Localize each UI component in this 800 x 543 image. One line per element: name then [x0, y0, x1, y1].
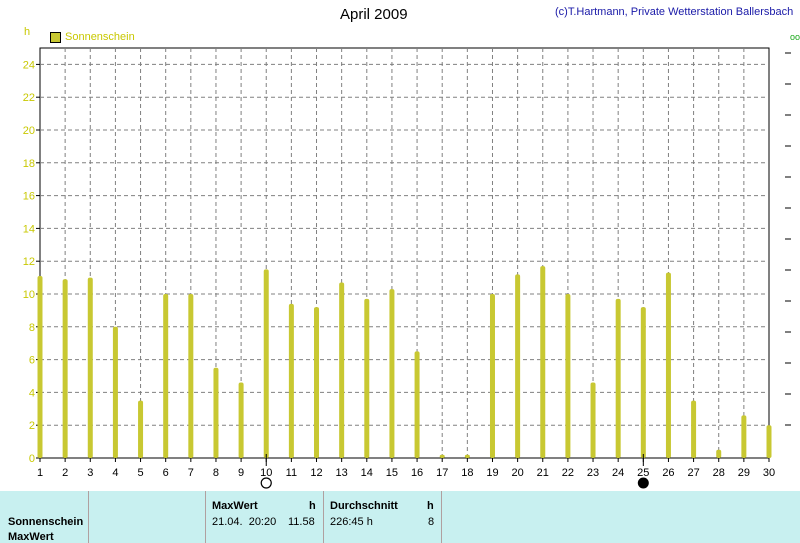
- x-tick-label: 9: [238, 467, 244, 479]
- x-tick-label: 26: [662, 467, 674, 479]
- y-axis-unit: h: [24, 26, 31, 38]
- bar: [389, 289, 395, 458]
- avg-header: Durchschnitt: [330, 500, 398, 512]
- row-label-maxwert: MaxWert: [8, 531, 54, 543]
- bar: [665, 272, 671, 458]
- legend[interactable]: Sonnenschein: [50, 31, 135, 43]
- x-tick-label: 21: [537, 467, 549, 479]
- footer-divider: [205, 491, 206, 543]
- bar: [62, 279, 68, 458]
- y-tick-label: 0: [29, 453, 35, 465]
- chart-title: April 2009: [340, 6, 408, 23]
- bar: [590, 382, 596, 458]
- bar: [489, 294, 495, 458]
- x-tick-label: 19: [486, 467, 498, 479]
- bar: [565, 294, 571, 458]
- bar: [339, 282, 345, 458]
- bar: [288, 303, 294, 458]
- x-tick-label: 1: [37, 467, 43, 479]
- footer-divider: [323, 491, 324, 543]
- x-tick-label: 11: [286, 467, 297, 479]
- plot-frame: [39, 47, 770, 459]
- bar: [364, 298, 370, 458]
- max-date: 21.04. 20:20: [212, 516, 277, 528]
- x-tick-label: 13: [336, 467, 348, 479]
- x-tick-label: 5: [137, 467, 143, 479]
- bar: [314, 307, 320, 458]
- bar: [112, 326, 118, 458]
- y-tick-label: 24: [23, 59, 35, 71]
- y-tick-label: 18: [23, 158, 35, 170]
- bar: [540, 266, 546, 458]
- bar: [188, 294, 194, 458]
- footer-divider: [88, 491, 89, 543]
- y-tick-label: 8: [29, 322, 35, 334]
- x-tick-label: 2: [62, 467, 68, 479]
- y-tick-label: 10: [23, 289, 35, 301]
- row-label-sonnenschein: Sonnenschein: [8, 516, 84, 528]
- bar: [640, 307, 646, 458]
- x-tick-label: 15: [386, 467, 398, 479]
- right-edge-mark: oo: [790, 32, 800, 42]
- avg-value: 226:45 h: [330, 516, 373, 528]
- bar: [213, 367, 219, 458]
- bar: [414, 351, 420, 458]
- x-tick-label: 4: [112, 467, 118, 479]
- y-tick-label: 20: [23, 125, 35, 137]
- bar: [615, 298, 621, 458]
- bar: [741, 415, 747, 458]
- new-moon-icon: [637, 477, 649, 489]
- bar: [515, 274, 521, 458]
- legend-label: Sonnenschein: [65, 31, 135, 43]
- footer-divider: [441, 491, 442, 543]
- y-tick-label: 16: [23, 191, 35, 203]
- x-tick-label: 17: [436, 467, 448, 479]
- x-tick-label: 30: [763, 467, 775, 479]
- x-tick-label: 8: [213, 467, 219, 479]
- x-tick-label: 28: [713, 467, 725, 479]
- x-tick-label: 20: [511, 467, 523, 479]
- bar: [464, 454, 470, 458]
- x-tick-label: 23: [587, 467, 599, 479]
- full-moon-icon: [260, 477, 272, 489]
- bar: [766, 425, 772, 458]
- x-tick-label: 7: [188, 467, 194, 479]
- max-value: 11.58: [288, 516, 315, 528]
- x-tick-label: 18: [461, 467, 473, 479]
- bar: [163, 294, 169, 458]
- y-tick-label: 6: [29, 355, 35, 367]
- avg-count: 8: [428, 516, 435, 528]
- bar: [691, 400, 697, 458]
- x-tick-label: 25: [637, 467, 649, 479]
- x-tick-label: 29: [738, 467, 750, 479]
- bar: [439, 454, 445, 458]
- max-header: MaxWert: [212, 500, 258, 512]
- copyright-text: (c)T.Hartmann, Private Wetterstation Bal…: [555, 6, 794, 18]
- bar: [716, 449, 722, 458]
- y-tick-label: 4: [29, 387, 35, 399]
- x-tick-label: 27: [687, 467, 699, 479]
- x-tick-label: 24: [612, 467, 624, 479]
- x-tick-label: 12: [310, 467, 322, 479]
- max-unit: h: [309, 500, 316, 512]
- avg-unit: h: [427, 500, 434, 512]
- y-tick-label: 22: [23, 92, 35, 104]
- x-tick-label: 16: [411, 467, 423, 479]
- bar: [238, 382, 244, 458]
- bar: [263, 269, 269, 458]
- legend-swatch: [50, 31, 61, 43]
- x-tick-label: 10: [260, 467, 272, 479]
- x-tick-label: 22: [562, 467, 574, 479]
- x-tick-label: 3: [87, 467, 93, 479]
- x-tick-label: 6: [163, 467, 169, 479]
- y-tick-label: 12: [23, 256, 35, 268]
- bar: [87, 277, 93, 458]
- y-tick-label: 14: [23, 223, 35, 235]
- x-tick-label: 14: [361, 467, 373, 479]
- bar: [138, 400, 144, 458]
- y-tick-label: 2: [29, 420, 35, 432]
- bar: [37, 275, 43, 458]
- summary-footer: MaxWert h Durchschnitt h Sonnenschein 21…: [0, 491, 800, 543]
